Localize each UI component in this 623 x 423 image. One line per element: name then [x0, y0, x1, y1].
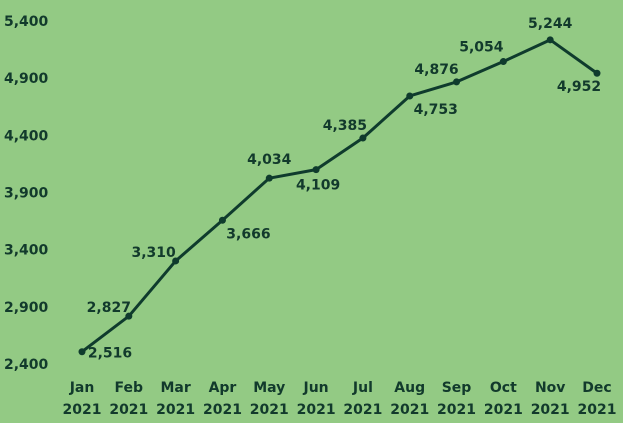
- x-tick-label: Aug 2021: [390, 380, 430, 418]
- point: [218, 216, 226, 224]
- line: [81, 38, 598, 353]
- point: [593, 69, 601, 77]
- data-label: 4,952: [557, 79, 601, 95]
- x-tick-label: Mar 2021: [156, 380, 196, 418]
- y-tick-label: 4,900: [4, 71, 49, 87]
- point: [499, 58, 507, 66]
- point: [406, 92, 414, 100]
- y-tick-label: 5,400: [4, 14, 49, 30]
- x-tick-label: Sep 2021: [437, 380, 477, 418]
- y-tick-label: 2,400: [4, 357, 49, 373]
- x-tick-label: May 2021: [249, 380, 289, 418]
- x-tick-label: Feb 2021: [109, 380, 149, 418]
- point: [359, 134, 367, 142]
- point: [172, 257, 180, 265]
- y-tick-label: 3,400: [4, 243, 49, 259]
- x-tick-label: Jul 2021: [343, 380, 383, 418]
- point: [265, 174, 273, 182]
- data-label: 4,109: [296, 178, 340, 194]
- data-label: 3,310: [131, 245, 176, 261]
- x-tick-label: Jun 2021: [296, 380, 336, 418]
- x-tick-label: Jan 2021: [62, 380, 102, 418]
- data-label: 4,385: [323, 118, 367, 134]
- data-label: 5,244: [528, 16, 573, 32]
- data-label: 3,666: [226, 226, 270, 242]
- point: [125, 312, 133, 320]
- point: [546, 36, 554, 44]
- data-label: 4,753: [414, 102, 458, 118]
- point: [312, 166, 320, 174]
- data-label: 2,516: [88, 346, 132, 362]
- data-label: 4,876: [414, 62, 458, 78]
- data-label: 2,827: [87, 300, 131, 316]
- x-tick-label: Apr 2021: [202, 380, 242, 418]
- x-tick-label: Dec 2021: [577, 380, 617, 418]
- y-tick-label: 2,900: [4, 300, 49, 316]
- x-tick-label: Nov 2021: [530, 380, 570, 418]
- data-label: 5,054: [459, 40, 504, 56]
- point: [78, 348, 86, 356]
- x-tick-label: Oct 2021: [483, 380, 523, 418]
- point: [453, 78, 461, 86]
- data-label: 4,034: [247, 152, 292, 168]
- y-tick-label: 3,900: [4, 186, 49, 202]
- y-tick-label: 4,400: [4, 128, 49, 144]
